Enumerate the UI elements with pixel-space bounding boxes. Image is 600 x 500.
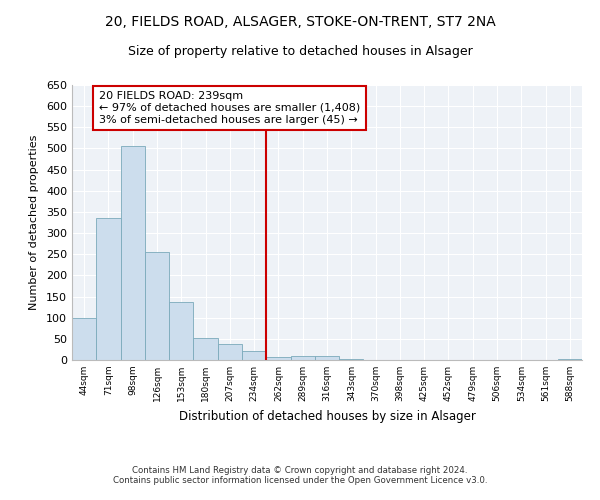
Bar	[72, 318, 96, 360]
Bar	[121, 146, 145, 360]
Bar	[290, 356, 315, 360]
Text: 20 FIELDS ROAD: 239sqm
← 97% of detached houses are smaller (1,408)
3% of semi-d: 20 FIELDS ROAD: 239sqm ← 97% of detached…	[99, 92, 360, 124]
Text: Contains HM Land Registry data © Crown copyright and database right 2024.
Contai: Contains HM Land Registry data © Crown c…	[113, 466, 487, 485]
Bar	[169, 302, 193, 360]
Y-axis label: Number of detached properties: Number of detached properties	[29, 135, 39, 310]
Bar	[558, 358, 582, 360]
Bar	[145, 252, 169, 360]
Bar	[96, 218, 121, 360]
Bar	[339, 358, 364, 360]
Text: 20, FIELDS ROAD, ALSAGER, STOKE-ON-TRENT, ST7 2NA: 20, FIELDS ROAD, ALSAGER, STOKE-ON-TRENT…	[104, 15, 496, 29]
Bar	[315, 356, 339, 360]
Text: Size of property relative to detached houses in Alsager: Size of property relative to detached ho…	[128, 45, 472, 58]
Bar	[242, 350, 266, 360]
Bar	[218, 344, 242, 360]
X-axis label: Distribution of detached houses by size in Alsager: Distribution of detached houses by size …	[179, 410, 475, 422]
Bar	[266, 358, 290, 360]
Bar	[193, 338, 218, 360]
